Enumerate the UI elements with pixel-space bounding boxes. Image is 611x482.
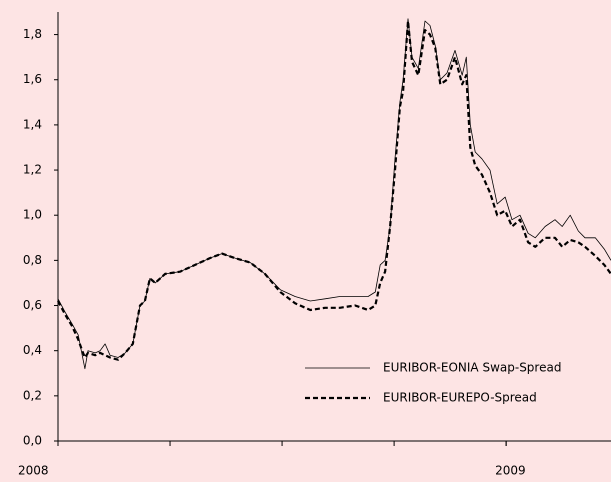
x-tick-label: 2008 [18,464,49,478]
y-tick-label: 0,6 [23,298,42,312]
y-tick-label: 1,6 [23,72,42,86]
y-tick-label: 0,8 [23,253,42,267]
y-tick-label: 0,4 [23,343,42,357]
y-tick-label: 1,0 [23,208,42,222]
legend-label: EURIBOR-EUREPO-Spread [383,391,537,405]
y-tick-label: 0,2 [23,388,42,402]
series-line [57,19,611,361]
x-tick-label: 2009 [495,464,526,478]
y-tick-label: 1,4 [23,117,42,131]
y-tick-label: 0,0 [23,434,42,448]
series-line [57,18,611,370]
legend-label: EURIBOR-EONIA Swap-Spread [383,361,561,375]
y-tick-label: 1,2 [23,163,42,177]
y-tick-label: 1,8 [23,27,42,41]
